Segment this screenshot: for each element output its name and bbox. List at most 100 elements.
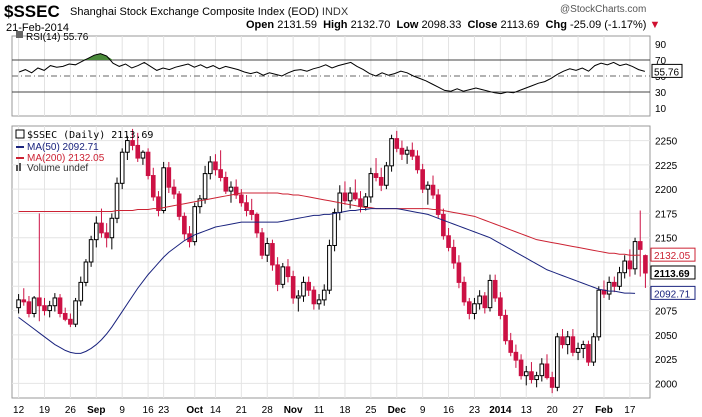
candle-body xyxy=(254,213,260,234)
candle-body xyxy=(31,297,37,314)
candle-body xyxy=(306,281,312,291)
candle-body xyxy=(130,140,135,146)
chart-symbol: $SSEC xyxy=(4,2,60,21)
candle-body xyxy=(114,182,120,219)
candle-body xyxy=(466,301,472,314)
price-legend-text: $SSEC (Daily) 2113.69 xyxy=(27,130,153,141)
candle-body xyxy=(311,289,317,305)
open-value: 2131.59 xyxy=(277,19,317,31)
candle-body xyxy=(16,299,21,309)
ohlc-readout: Open 2131.59 High 2132.70 Low 2098.33 Cl… xyxy=(246,19,660,31)
price-tick-label: 2075 xyxy=(655,307,678,318)
x-tick-label: 26 xyxy=(65,405,77,416)
candle-body xyxy=(207,161,213,175)
candle-body xyxy=(389,138,394,167)
candle-body xyxy=(104,232,109,239)
candle-body xyxy=(290,276,296,299)
ma50-price-label: 2092.71 xyxy=(654,289,691,300)
candle-body xyxy=(316,299,322,305)
volume-legend-swatch xyxy=(16,165,18,171)
candle-body xyxy=(435,194,441,215)
candle-body xyxy=(529,371,534,381)
candle-body xyxy=(498,297,503,316)
candle-body xyxy=(373,173,379,178)
candle-body xyxy=(57,297,63,314)
x-tick-label: Oct xyxy=(186,405,203,416)
candle-body xyxy=(404,149,410,155)
x-tick-label: 21 xyxy=(236,405,248,416)
candle-body xyxy=(643,255,648,274)
candle-body xyxy=(352,192,358,200)
x-tick-label: 17 xyxy=(624,405,636,416)
x-tick-label: Feb xyxy=(595,405,613,416)
ma200-price-label: 2132.05 xyxy=(654,251,691,262)
ma50-legend-text: MA(50) 2092.71 xyxy=(27,142,99,153)
candle-body xyxy=(461,281,467,303)
candle-body xyxy=(477,295,482,305)
low-value: 2098.33 xyxy=(421,19,462,31)
price-tick-label: 2000 xyxy=(655,379,678,390)
rsi-last-label: 55.76 xyxy=(654,67,679,78)
chg-label: Chg xyxy=(545,19,567,31)
candle-body xyxy=(135,144,141,159)
x-tick-label: 16 xyxy=(143,405,155,416)
x-tick-label: 9 xyxy=(119,405,125,416)
candle-body xyxy=(549,377,555,388)
candle-body xyxy=(560,336,565,346)
candle-body xyxy=(213,161,218,171)
ma200-line xyxy=(18,192,641,256)
price-tick-label: 2150 xyxy=(655,234,678,245)
candle-body xyxy=(596,289,602,338)
candle-body xyxy=(612,281,617,287)
x-tick-label: 16 xyxy=(443,405,455,416)
x-tick-label: 25 xyxy=(365,405,377,416)
candle-body xyxy=(285,266,291,278)
candle-body xyxy=(456,262,462,283)
rsi-tick-label: 90 xyxy=(655,40,667,51)
candle-body xyxy=(125,140,130,153)
candle-body xyxy=(586,344,591,363)
candle-body xyxy=(218,169,223,178)
close-value: 2113.69 xyxy=(500,19,540,31)
x-tick-label: Sep xyxy=(87,405,105,416)
candle-body xyxy=(156,196,161,212)
candle-body xyxy=(192,206,198,243)
candle-body xyxy=(223,176,229,192)
x-tick-label: Dec xyxy=(388,405,407,416)
candle-body xyxy=(259,232,265,256)
candle-body xyxy=(368,173,374,198)
candle-body xyxy=(327,244,332,291)
candle-body xyxy=(244,202,249,212)
candle-body xyxy=(472,303,477,314)
x-tick-label: 19 xyxy=(39,405,51,416)
candle-body xyxy=(166,167,172,188)
low-label: Low xyxy=(396,19,419,31)
watermark: @StockCharts.com xyxy=(560,4,647,15)
candle-body xyxy=(296,295,301,299)
x-tick-label: 20 xyxy=(547,405,559,416)
candle-body xyxy=(575,347,581,353)
x-tick-label: 13 xyxy=(521,405,533,416)
x-tick-label: Nov xyxy=(284,405,303,416)
price-tick-label: 2175 xyxy=(655,209,678,220)
x-tick-label: 14 xyxy=(210,405,222,416)
ma50-line xyxy=(18,208,636,354)
x-tick-label: 23 xyxy=(469,405,481,416)
candle-body xyxy=(378,176,384,186)
price-legend-swatch xyxy=(15,129,25,139)
candle-body xyxy=(482,295,488,309)
candle-body xyxy=(539,363,545,377)
ma50-price-label-box xyxy=(650,285,696,300)
candle-body xyxy=(78,281,84,302)
candle-body xyxy=(534,375,539,381)
candle-body xyxy=(99,222,104,234)
exchange-label: INDX xyxy=(321,6,349,18)
close-price-label: 2113.69 xyxy=(654,269,690,280)
candle-body xyxy=(409,149,415,157)
price-tick-label: 2250 xyxy=(655,137,678,148)
candle-body xyxy=(21,299,27,303)
rsi-line xyxy=(18,53,646,95)
high-value: 2132.70 xyxy=(350,19,391,31)
rsi-tick-label: 30 xyxy=(655,88,667,99)
